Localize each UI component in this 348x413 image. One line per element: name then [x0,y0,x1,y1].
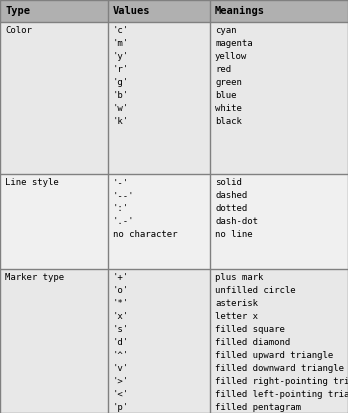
Text: filled square: filled square [215,325,285,334]
Text: 'r': 'r' [113,65,129,74]
Text: '--': '--' [113,191,134,200]
Text: green: green [215,78,242,87]
Bar [0,0,348,22]
Text: 'y': 'y' [113,52,129,61]
Bar [0,22,348,174]
Text: dashed: dashed [215,191,247,200]
Text: 'm': 'm' [113,39,129,48]
Text: '+': '+' [113,273,129,282]
Text: 'w': 'w' [113,104,129,113]
Text: white: white [215,104,242,113]
Text: '.-': '.-' [113,217,134,226]
Text: no line: no line [215,230,253,239]
Text: 'o': 'o' [113,286,129,295]
Text: Type: Type [5,6,30,16]
Text: '^': '^' [113,351,129,360]
Text: '>': '>' [113,377,129,386]
Text: 'd': 'd' [113,338,129,347]
Text: filled upward triangle: filled upward triangle [215,351,333,360]
Text: '-': '-' [113,178,129,187]
Text: Marker type: Marker type [5,273,64,282]
Text: '<': '<' [113,390,129,399]
Text: magenta: magenta [215,39,253,48]
Text: '*': '*' [113,299,129,308]
Text: 'c': 'c' [113,26,129,35]
Text: cyan: cyan [215,26,237,35]
Text: solid: solid [215,178,242,187]
Text: 's': 's' [113,325,129,334]
Text: Values: Values [113,6,150,16]
Text: red: red [215,65,231,74]
Text: 'g': 'g' [113,78,129,87]
Text: filled diamond: filled diamond [215,338,290,347]
Text: 'x': 'x' [113,312,129,321]
Text: unfilled circle: unfilled circle [215,286,295,295]
Text: letter x: letter x [215,312,258,321]
Text: filled left-pointing triangle: filled left-pointing triangle [215,390,348,399]
Text: Line style: Line style [5,178,59,187]
Text: Color: Color [5,26,32,35]
Text: yellow: yellow [215,52,247,61]
Text: 'v': 'v' [113,364,129,373]
Text: filled pentagram: filled pentagram [215,403,301,412]
Text: ':': ':' [113,204,129,213]
Text: dash-dot: dash-dot [215,217,258,226]
Text: asterisk: asterisk [215,299,258,308]
Text: blue: blue [215,91,237,100]
Text: filled right-pointing triangle: filled right-pointing triangle [215,377,348,386]
Text: 'b': 'b' [113,91,129,100]
Text: plus mark: plus mark [215,273,263,282]
Bar [0,269,348,413]
Text: 'k': 'k' [113,117,129,126]
Text: Meanings: Meanings [215,6,265,16]
Text: no character: no character [113,230,177,239]
Bar [0,174,348,269]
Text: filled downward triangle: filled downward triangle [215,364,344,373]
Text: 'p': 'p' [113,403,129,412]
Text: dotted: dotted [215,204,247,213]
Text: black: black [215,117,242,126]
